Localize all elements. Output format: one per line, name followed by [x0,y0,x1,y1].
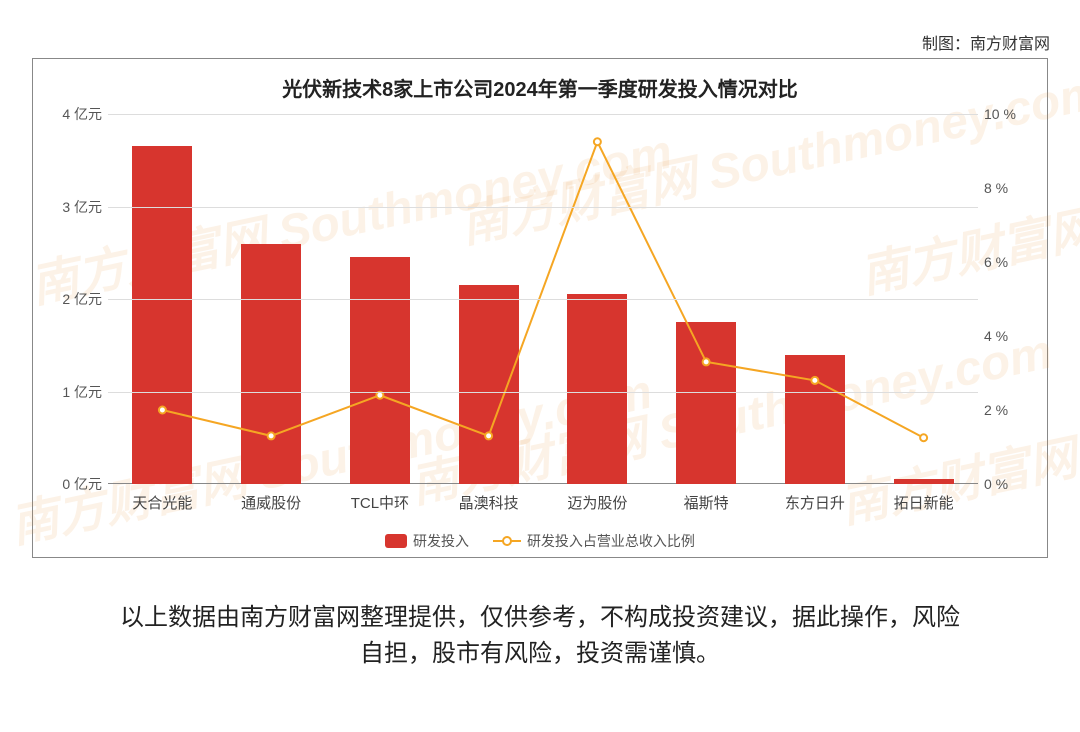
legend: 研发投入 研发投入占营业总收入比例 [33,531,1047,551]
x-category-label: 东方日升 [785,484,845,513]
legend-swatch-bar [385,534,407,548]
y-right-tick-label: 6 % [978,254,1008,270]
y-left-tick-label: 4 亿元 [62,104,108,124]
x-category-label: 通威股份 [241,484,301,513]
x-category-label: 迈为股份 [567,484,627,513]
y-left-tick-label: 2 亿元 [62,289,108,309]
legend-bar-label: 研发投入 [413,531,469,551]
x-category-label: 晶澳科技 [459,484,519,513]
grid-line [108,114,978,115]
y-left-tick-label: 3 亿元 [62,197,108,217]
y-right-tick-label: 4 % [978,328,1008,344]
legend-swatch-line [493,534,521,548]
y-left-tick-label: 0 亿元 [62,474,108,494]
y-right-tick-label: 0 % [978,476,1008,492]
x-category-label: TCL中环 [351,484,409,513]
y-right-tick-label: 10 % [978,106,1016,122]
chart-frame: 南方财富网 Southmoney.com 南方财富网 Southmoney.co… [32,58,1048,558]
legend-item-line: 研发投入占营业总收入比例 [493,531,695,551]
grid-line [108,392,978,393]
y-right-tick-label: 2 % [978,402,1008,418]
plot-area: 0 亿元1 亿元2 亿元3 亿元4 亿元0 %2 %4 %6 %8 %10 %天… [108,114,978,484]
disclaimer-text: 以上数据由南方财富网整理提供，仅供参考，不构成投资建议，据此操作，风险自担，股市… [120,600,960,672]
y-left-tick-label: 1 亿元 [62,382,108,402]
grid-line [108,299,978,300]
legend-line-label: 研发投入占营业总收入比例 [527,531,695,551]
y-right-tick-label: 8 % [978,180,1008,196]
x-category-label: 福斯特 [684,484,729,513]
x-category-label: 拓日新能 [894,484,954,513]
credit-text: 制图：南方财富网 [922,30,1050,54]
legend-item-bar: 研发投入 [385,531,469,551]
x-category-label: 天合光能 [132,484,192,513]
grid-line [108,207,978,208]
chart-title: 光伏新技术8家上市公司2024年第一季度研发投入情况对比 [33,73,1047,102]
